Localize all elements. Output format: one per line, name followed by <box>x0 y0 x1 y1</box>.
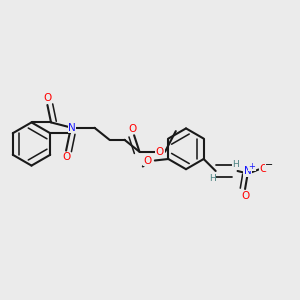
Text: O: O <box>241 190 249 201</box>
Text: H: H <box>209 174 215 183</box>
Text: −: − <box>265 160 273 170</box>
Text: +: + <box>248 162 255 171</box>
Text: H: H <box>232 160 239 169</box>
Text: N: N <box>68 123 76 133</box>
Text: O: O <box>62 152 70 162</box>
Text: N: N <box>244 166 251 176</box>
Text: O: O <box>43 93 52 103</box>
Text: O: O <box>260 164 268 175</box>
Text: O: O <box>143 155 152 166</box>
Text: O: O <box>156 147 164 157</box>
Text: O: O <box>128 124 137 134</box>
